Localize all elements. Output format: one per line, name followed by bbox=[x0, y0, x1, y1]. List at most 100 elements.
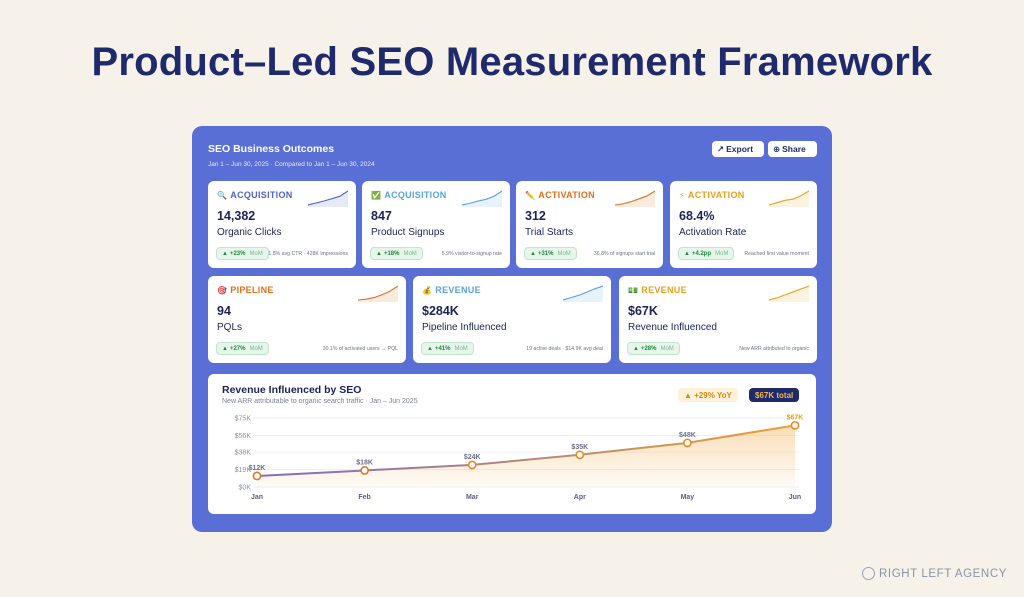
sparkline-line bbox=[563, 285, 603, 301]
card-category: 💵 REVENUE bbox=[628, 285, 687, 295]
change-badge: ▲ +4.2pp MoM bbox=[678, 247, 735, 260]
card-category: ✅ ACQUISITION bbox=[371, 190, 447, 200]
card-label: Organic Clicks bbox=[217, 227, 282, 238]
check-icon: ✅ bbox=[371, 190, 382, 200]
change-value: +41% bbox=[434, 345, 451, 352]
data-point[interactable] bbox=[682, 438, 692, 448]
sparkline-area bbox=[769, 191, 809, 207]
card-category-label: REVENUE bbox=[641, 285, 687, 295]
card-category-label: PIPELINE bbox=[230, 285, 274, 295]
card-category-label: ACTIVATION bbox=[538, 190, 595, 200]
card-label: Activation Rate bbox=[679, 227, 747, 238]
metric-card[interactable]: 💵 REVENUE $67K Revenue Influenced ▲ +28%… bbox=[619, 276, 817, 363]
x-tick-label: Feb bbox=[358, 494, 370, 501]
data-point[interactable] bbox=[790, 420, 800, 430]
sparkline bbox=[615, 190, 655, 207]
up-arrow-icon: ▲ bbox=[684, 250, 690, 257]
x-tick-label: Mar bbox=[466, 494, 479, 501]
brand: RIGHT LEFT AGENCY bbox=[862, 567, 1007, 580]
card-category: 🎯 PIPELINE bbox=[217, 285, 274, 295]
x-tick-label: May bbox=[681, 494, 695, 501]
data-label: $18K bbox=[356, 459, 373, 466]
card-category-label: ACQUISITION bbox=[230, 190, 293, 200]
metric-card[interactable]: ✏️ ACTIVATION 312 Trial Starts ▲ +31% Mo… bbox=[516, 181, 663, 268]
change-badge: ▲ +28% MoM bbox=[627, 342, 680, 355]
card-category-label: ACQUISITION bbox=[384, 190, 447, 200]
card-note: New ARR attributed to organic bbox=[739, 346, 809, 352]
card-label: Pipeline Influenced bbox=[422, 322, 507, 333]
metric-card[interactable]: 🔍 ACQUISITION 14,382 Organic Clicks ▲ +2… bbox=[208, 181, 356, 268]
card-value: 14,382 bbox=[217, 209, 256, 223]
share-button[interactable]: ⊕ Share bbox=[768, 141, 817, 157]
export-icon: ↗ bbox=[717, 143, 725, 154]
change-badge: ▲ +27% MoM bbox=[216, 342, 269, 355]
up-arrow-icon: ▲ bbox=[530, 250, 536, 257]
metric-card[interactable]: 💰 REVENUE $284K Pipeline Influenced ▲ +4… bbox=[413, 276, 611, 363]
y-tick-label: $38K bbox=[235, 450, 252, 457]
y-tick-label: $56K bbox=[235, 433, 252, 440]
sparkline-line bbox=[358, 285, 398, 301]
x-tick-label: Apr bbox=[574, 494, 586, 501]
sparkline bbox=[358, 285, 398, 302]
yoy-badge: ▲ +29% YoY bbox=[678, 388, 738, 402]
brain-icon bbox=[862, 567, 875, 580]
card-value: 68.4% bbox=[679, 209, 715, 223]
metric-card[interactable]: 🎯 PIPELINE 94 PQLs ▲ +27% MoM 30.1% of a… bbox=[208, 276, 406, 363]
sparkline bbox=[308, 190, 348, 207]
card-note: 36.8% of signups start trial bbox=[593, 251, 655, 257]
data-label: $35K bbox=[571, 444, 588, 451]
share-icon: ⊕ bbox=[773, 143, 781, 154]
export-label: Export bbox=[726, 144, 754, 154]
change-value: +4.2pp bbox=[691, 250, 712, 257]
card-note: 30.1% of activated users → PQL bbox=[322, 346, 398, 352]
change-value: +28% bbox=[640, 345, 657, 352]
pencil-icon: ✏️ bbox=[525, 190, 536, 200]
change-period: MoM bbox=[557, 250, 571, 257]
card-category-label: REVENUE bbox=[435, 285, 481, 295]
card-note: 5.9% visitor-to-signup rate bbox=[441, 251, 502, 257]
card-note: 19 active deals · $14.9K avg deal bbox=[526, 346, 603, 352]
data-point[interactable] bbox=[467, 460, 477, 470]
data-point[interactable] bbox=[360, 466, 369, 475]
card-category: 🔍 ACQUISITION bbox=[217, 190, 293, 200]
sparkline-line bbox=[769, 190, 809, 206]
data-point[interactable] bbox=[575, 450, 585, 460]
sparkline-line bbox=[769, 285, 809, 301]
sparkline-area bbox=[462, 191, 502, 207]
sparkline bbox=[769, 285, 809, 302]
metric-card[interactable]: ✅ ACQUISITION 847 Product Signups ▲ +18%… bbox=[362, 181, 510, 268]
y-tick-label: $75K bbox=[235, 416, 252, 423]
data-label: $48K bbox=[679, 432, 696, 439]
brand-name: RIGHT LEFT AGENCY bbox=[879, 567, 1007, 580]
sparkline bbox=[462, 190, 502, 207]
card-category: ✏️ ACTIVATION bbox=[525, 190, 595, 200]
sparkline-area bbox=[615, 191, 655, 207]
card-category: ⚡ ACTIVATION bbox=[679, 190, 745, 200]
data-label: $67K bbox=[787, 414, 804, 421]
sparkline-line bbox=[462, 190, 502, 206]
data-point[interactable] bbox=[252, 471, 262, 481]
card-label: Trial Starts bbox=[525, 227, 573, 238]
area-fill bbox=[257, 425, 795, 487]
change-badge: ▲ +23% MoM bbox=[216, 247, 269, 260]
card-label: PQLs bbox=[217, 322, 243, 333]
card-note: Reached first value moment bbox=[744, 251, 809, 257]
sparkline bbox=[769, 190, 809, 207]
total-badge: $67K total bbox=[749, 388, 800, 402]
sparkline bbox=[563, 285, 603, 302]
data-label: $24K bbox=[464, 454, 481, 461]
up-arrow-icon: ▲ bbox=[222, 345, 228, 352]
export-button[interactable]: ↗ Export bbox=[712, 141, 764, 157]
y-tick-label: $19K bbox=[235, 467, 252, 474]
target-icon: 🎯 bbox=[217, 285, 228, 295]
sparkline-line bbox=[615, 190, 655, 206]
revenue-area-chart: $0K $19K $38K $56K $75K $12K Jan $18K Feb $24K Mar… bbox=[235, 414, 804, 501]
card-category-label: ACTIVATION bbox=[687, 190, 745, 200]
page-title: Product–Led SEO Measurement Framework bbox=[91, 40, 933, 84]
change-period: MoM bbox=[715, 250, 729, 257]
card-note: 1.8% avg CTR · 428K impressions bbox=[268, 251, 348, 257]
sparkline-area bbox=[308, 191, 348, 207]
metric-card[interactable]: ⚡ ACTIVATION 68.4% Activation Rate ▲ +4.… bbox=[670, 181, 817, 268]
panel-header: SEO Business Outcomes Jan 1 – Jun 30, 20… bbox=[208, 143, 375, 168]
change-value: +31% bbox=[537, 250, 554, 257]
